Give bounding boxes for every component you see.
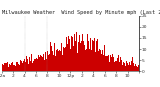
Text: Milwaukee Weather  Wind Speed by Minute mph (Last 24 Hours): Milwaukee Weather Wind Speed by Minute m… bbox=[2, 10, 160, 15]
